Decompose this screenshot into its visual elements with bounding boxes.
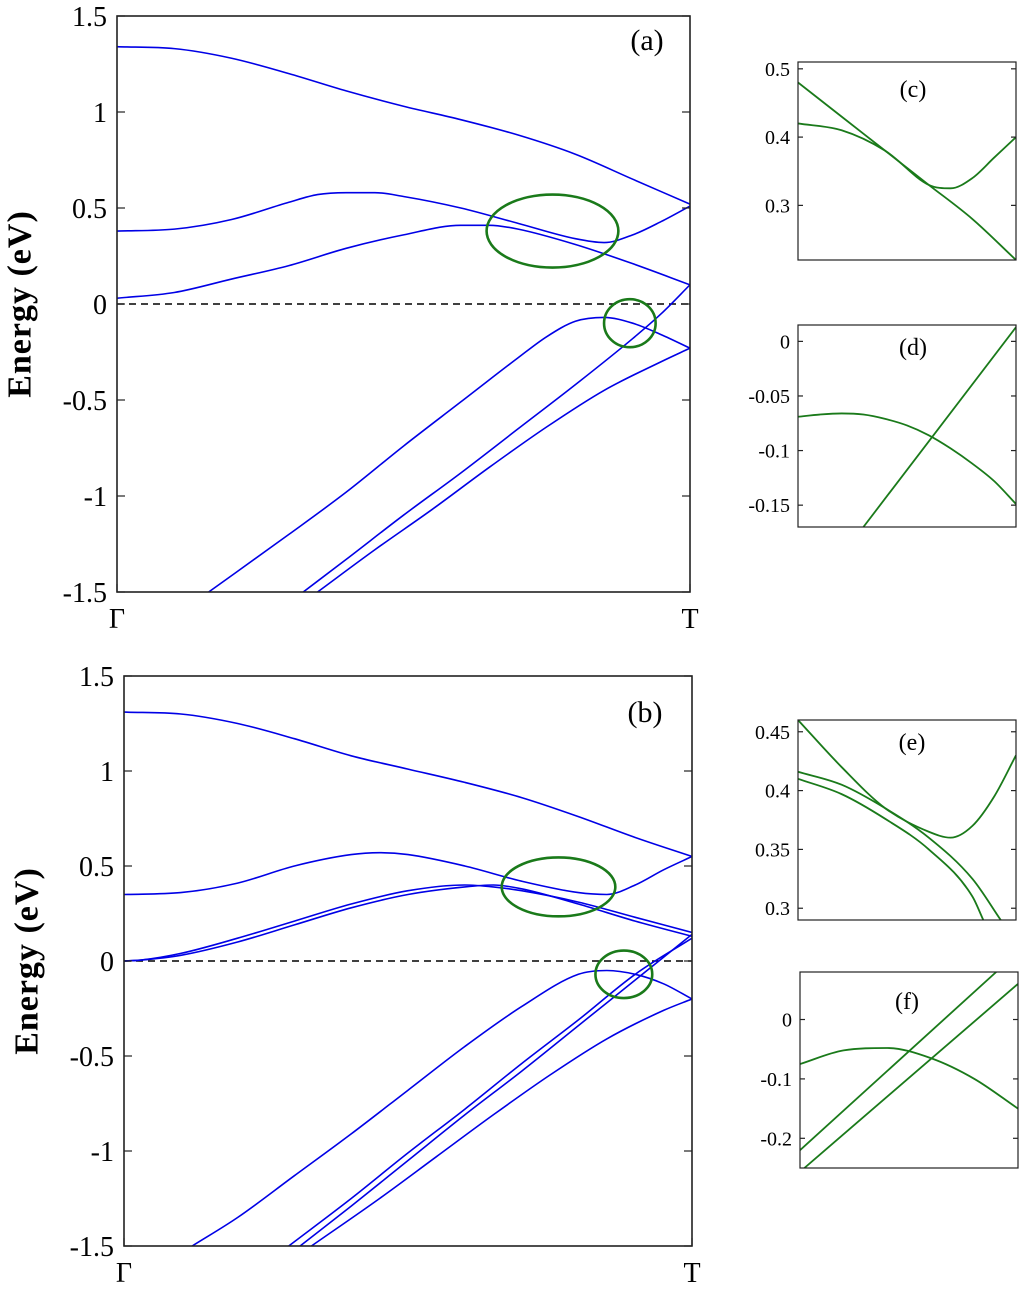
band-line-b-2 [124, 851, 692, 896]
band-line-f-3 [803, 983, 1018, 1168]
band-line-a-4 [208, 316, 690, 592]
series-group [798, 326, 1016, 527]
y-tick-label: 1.5 [72, 2, 107, 33]
highlight-ellipse-b-1 [500, 856, 617, 918]
y-tick-label: 0.5 [79, 852, 114, 883]
band-line-c-1 [798, 122, 1016, 190]
panel-label: (a) [630, 24, 663, 57]
series-group [117, 45, 690, 592]
panel-b: 1.5 1 0.5 0 -0.5 -1 -1.5Γ T Energy (eV) (b) [9, 662, 701, 1289]
band-line-b-5 [191, 969, 692, 1246]
y-tick-label: -0.15 [748, 495, 790, 517]
plot-frame [799, 971, 1019, 1169]
y-tick-label: -1 [84, 482, 107, 513]
y-tick-label: 0.3 [765, 898, 790, 920]
y-tick-label: 1 [100, 757, 114, 788]
panel-label: (c) [900, 77, 927, 103]
highlight-ellipse-b-2 [594, 949, 654, 1000]
band-line-e-3 [798, 777, 985, 920]
band-line-f-2 [800, 972, 997, 1151]
y-tick-label: 0 [93, 290, 107, 321]
y-tick-label: 0.4 [765, 781, 790, 803]
panel-label: (f) [895, 989, 919, 1015]
y-tick-label: -0.5 [70, 1042, 114, 1073]
plot-frame [797, 61, 1017, 261]
y-axis-title: Energy (eV) [2, 210, 39, 398]
series-group [798, 720, 1016, 920]
y-tick-label: 0 [780, 331, 790, 353]
series-group [798, 81, 1016, 260]
highlight-ellipse-a-1 [485, 193, 620, 269]
y-tick-label: 1 [93, 98, 107, 129]
x-tick-label-t: T [681, 604, 698, 635]
x-tick-label-gamma: Γ [109, 604, 125, 635]
y-tick-label: -1.5 [63, 578, 107, 609]
y-tick-label: 0.4 [765, 127, 790, 149]
series-group [800, 972, 1018, 1168]
band-line-b-4 [124, 884, 692, 962]
y-tick-label: 0.5 [765, 59, 790, 81]
panel-label: (e) [899, 730, 926, 756]
y-tick-label: 0 [100, 947, 114, 978]
y-tick-label: -0.1 [758, 441, 790, 463]
panel-label: (b) [628, 696, 663, 729]
y-tick-label: 0.3 [765, 195, 790, 217]
x-tick-label-gamma: Γ [116, 1258, 132, 1289]
y-tick-label: -0.05 [748, 386, 790, 408]
band-line-b-3 [124, 884, 692, 962]
series-group [124, 711, 692, 1246]
band-line-d-1 [798, 412, 1016, 505]
band-line-a-1 [117, 45, 690, 205]
band-line-a-6 [317, 347, 690, 592]
band-line-d-2 [862, 326, 1016, 527]
panel-a: 1.5 1 0.5 0 -0.5 -1 -1.5Γ T Energy (eV) (a) [2, 2, 699, 635]
panel-d: 0 -0.05 -0.1 -0.15 (d) [748, 324, 1017, 528]
panel-e: 0.45 0.4 0.35 0.3 (e) [755, 719, 1017, 921]
band-line-a-2 [117, 191, 690, 244]
y-axis-title: Energy (eV) [9, 867, 46, 1055]
x-tick-label-t: T [683, 1258, 700, 1289]
y-tick-label: -0.2 [760, 1128, 792, 1150]
highlight-ellipse-a-2 [602, 297, 657, 349]
band-line-c-2 [798, 81, 1016, 260]
y-tick-label: 0.5 [72, 194, 107, 225]
plot-frame [797, 719, 1017, 921]
band-line-b-7 [299, 933, 692, 1246]
y-tick-label: 1.5 [79, 662, 114, 693]
y-tick-label: 0.45 [755, 722, 790, 744]
y-tick-label: 0.35 [755, 839, 790, 861]
band-line-b-8 [310, 998, 692, 1246]
panel-c: 0.5 0.4 0.3 (c) [765, 59, 1017, 261]
plot-frame [797, 324, 1017, 528]
band-line-e-1 [798, 720, 1016, 839]
y-tick-label: -0.5 [63, 386, 107, 417]
y-tick-label: -1 [91, 1137, 114, 1168]
panel-label: (d) [899, 335, 927, 361]
band-line-e-2 [798, 770, 1002, 920]
y-tick-label: 0 [782, 1010, 792, 1032]
y-tick-label: -1.5 [70, 1232, 114, 1263]
panel-f: 0 -0.1 -0.2 (f) [760, 971, 1019, 1169]
y-tick-label: -0.1 [760, 1069, 792, 1091]
band-line-b-6 [288, 937, 692, 1246]
band-line-b-1 [124, 711, 692, 858]
band-line-a-3 [117, 224, 690, 300]
band-line-a-5 [302, 284, 690, 592]
